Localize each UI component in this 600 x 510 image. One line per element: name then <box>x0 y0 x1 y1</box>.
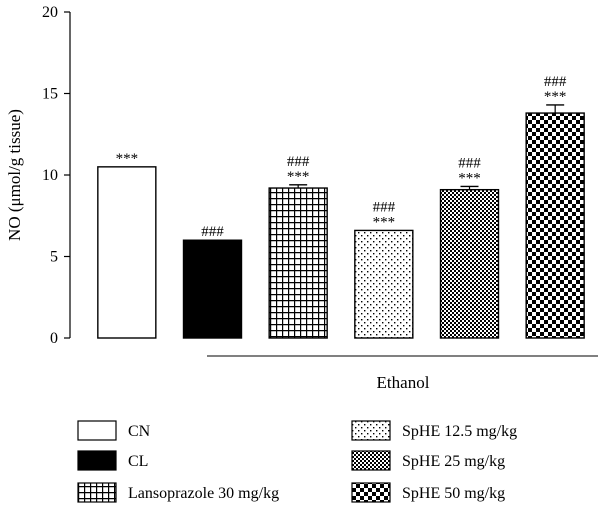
legend-label: SpHE 50 mg/kg <box>402 485 505 502</box>
y-tick-label: 15 <box>42 86 58 103</box>
bar-cn <box>97 166 157 339</box>
legend-swatch <box>351 482 391 503</box>
bar-cl <box>182 239 243 339</box>
legend-item-sphe-50-mg-kg: SpHE 50 mg/kg <box>351 482 505 503</box>
legend-item-lansoprazole-30-mg-kg: Lansoprazole 30 mg/kg <box>77 482 279 503</box>
bar-lansoprazole-30-mg-kg <box>268 187 328 339</box>
legend-swatch <box>77 450 117 471</box>
legend-label: SpHE 25 mg/kg <box>402 453 505 470</box>
legend-item-sphe-12-5-mg-kg: SpHE 12.5 mg/kg <box>351 420 517 441</box>
significance-label: *** <box>373 214 396 230</box>
significance-label: ### <box>201 224 224 240</box>
significance-label: ### <box>373 199 396 215</box>
legend-swatch <box>77 482 117 503</box>
bar-sphe-25-mg-kg <box>439 188 500 339</box>
y-tick-label: 10 <box>42 167 58 184</box>
significance-label: *** <box>458 170 481 186</box>
legend: CN CL Lansoprazole 30 mg/kg SpHE 12.5 mg/kg… <box>77 420 517 503</box>
significance-label: ### <box>458 155 481 171</box>
y-tick-label: 0 <box>50 330 58 347</box>
significance-label: ### <box>287 154 310 170</box>
ethanol-group-label: Ethanol <box>377 373 430 392</box>
legend-swatch <box>351 450 391 471</box>
significance-label: ### <box>544 74 567 90</box>
bar-sphe-12-5-mg-kg <box>354 229 414 339</box>
y-axis-title: NO (μmol/g tissue) <box>5 109 24 241</box>
y-tick-label: 5 <box>50 249 58 266</box>
legend-item-sphe-25-mg-kg: SpHE 25 mg/kg <box>351 450 505 471</box>
legend-label: SpHE 12.5 mg/kg <box>402 423 517 440</box>
legend-label: CL <box>128 453 148 470</box>
legend-item-cn: CN <box>77 420 151 441</box>
y-axis: 0 5 10 15 20 <box>42 4 71 347</box>
bars <box>97 104 585 339</box>
legend-swatch <box>351 420 391 441</box>
legend-label: Lansoprazole 30 mg/kg <box>128 485 279 502</box>
y-tick-label: 20 <box>42 4 58 21</box>
significance-label: *** <box>116 151 139 167</box>
legend-item-cl: CL <box>77 450 148 471</box>
legend-swatch <box>77 420 117 441</box>
bar-sphe-50-mg-kg <box>525 112 585 339</box>
significance-label: *** <box>287 169 310 185</box>
significance-label: *** <box>544 89 567 105</box>
significance-annotations: ***###***###***###***###***### <box>116 74 567 240</box>
legend-label: CN <box>128 423 151 440</box>
